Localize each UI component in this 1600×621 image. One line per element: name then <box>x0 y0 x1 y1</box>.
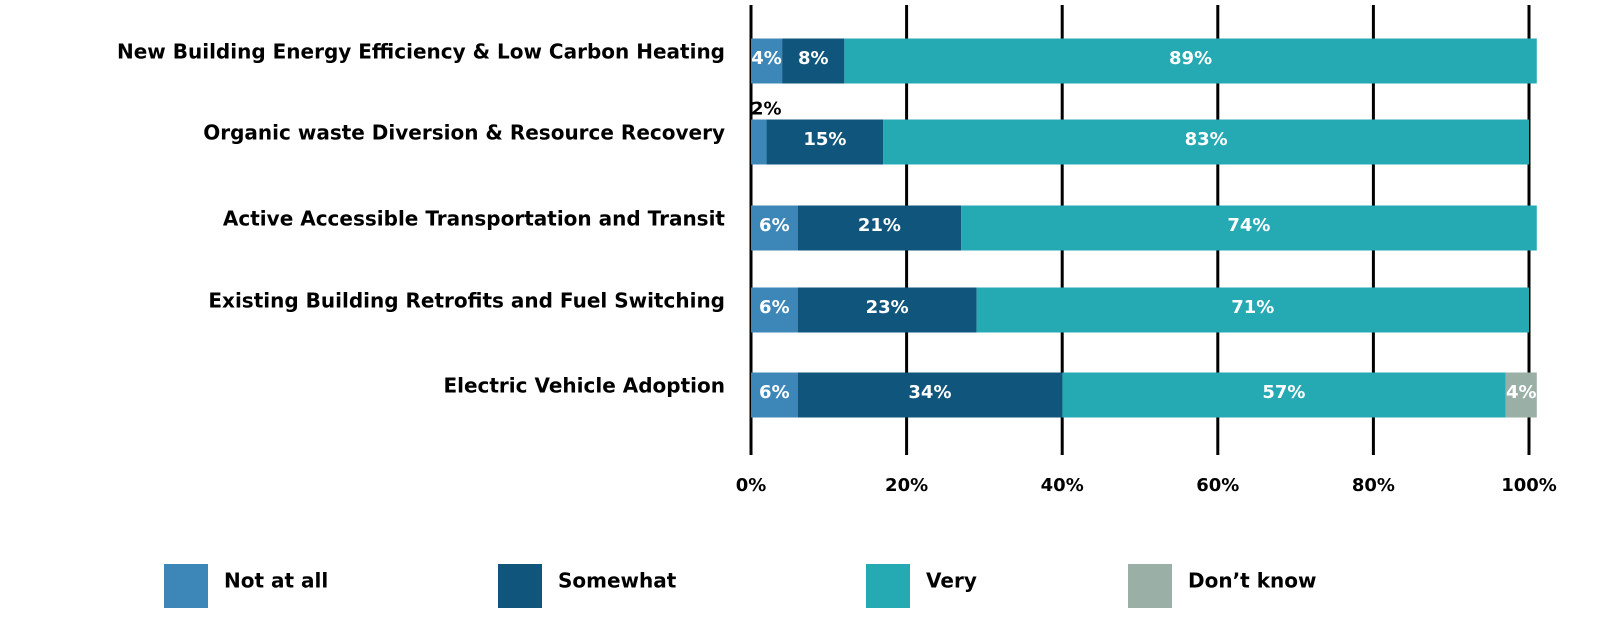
x-tick-label: 80% <box>1352 475 1395 496</box>
bar-segment <box>844 38 1537 84</box>
data-label: 57% <box>1262 382 1305 403</box>
category-label: Organic waste Diversion & Resource Recov… <box>203 121 725 145</box>
legend-swatch <box>498 564 542 608</box>
x-tick-label: 60% <box>1196 475 1239 496</box>
x-tick-label: 100% <box>1501 475 1557 496</box>
bar-segment <box>797 287 977 333</box>
data-label: 83% <box>1185 129 1228 150</box>
legend-label: Very <box>926 569 977 593</box>
data-label: 8% <box>798 48 829 69</box>
data-label: 34% <box>908 382 951 403</box>
bar-segment <box>751 372 798 418</box>
legend-swatch <box>1128 564 1172 608</box>
legend-label: Not at all <box>224 569 328 593</box>
data-label: 89% <box>1169 48 1212 69</box>
data-label: 15% <box>803 129 846 150</box>
data-label: 6% <box>759 297 790 318</box>
data-label: 2% <box>751 99 782 120</box>
legend-label: Don’t know <box>1188 569 1316 593</box>
bar-segment <box>797 372 1063 418</box>
data-label: 6% <box>759 382 790 403</box>
x-tick-label: 0% <box>736 475 767 496</box>
category-label: New Building Energy Efficiency & Low Car… <box>117 40 725 64</box>
x-tick-label: 20% <box>885 475 928 496</box>
bar-segment <box>782 38 845 84</box>
category-label: Active Accessible Transportation and Tra… <box>223 207 726 231</box>
data-label: 71% <box>1231 297 1274 318</box>
bar-segment <box>883 119 1529 165</box>
bar-segment <box>751 119 767 165</box>
data-label: 74% <box>1227 215 1270 236</box>
data-label: 6% <box>759 215 790 236</box>
bar-segment <box>976 287 1529 333</box>
category-label: Existing Building Retrofits and Fuel Swi… <box>208 289 725 313</box>
legend-label: Somewhat <box>558 569 677 593</box>
bar-segment <box>751 38 783 84</box>
legend-swatch <box>866 564 910 608</box>
bar-segment <box>766 119 884 165</box>
bars <box>751 38 1537 418</box>
x-tick-label: 40% <box>1041 475 1084 496</box>
bar-segment <box>961 205 1537 251</box>
data-label: 4% <box>1506 382 1537 403</box>
bar-segment <box>797 205 962 251</box>
bar-segment <box>751 287 798 333</box>
category-label: Electric Vehicle Adoption <box>443 374 725 398</box>
bar-segment <box>1062 372 1506 418</box>
data-label: 4% <box>751 48 782 69</box>
legend-swatch <box>164 564 208 608</box>
data-label: 21% <box>858 215 901 236</box>
data-label: 23% <box>866 297 909 318</box>
bar-segment <box>1505 372 1537 418</box>
bar-segment <box>751 205 798 251</box>
